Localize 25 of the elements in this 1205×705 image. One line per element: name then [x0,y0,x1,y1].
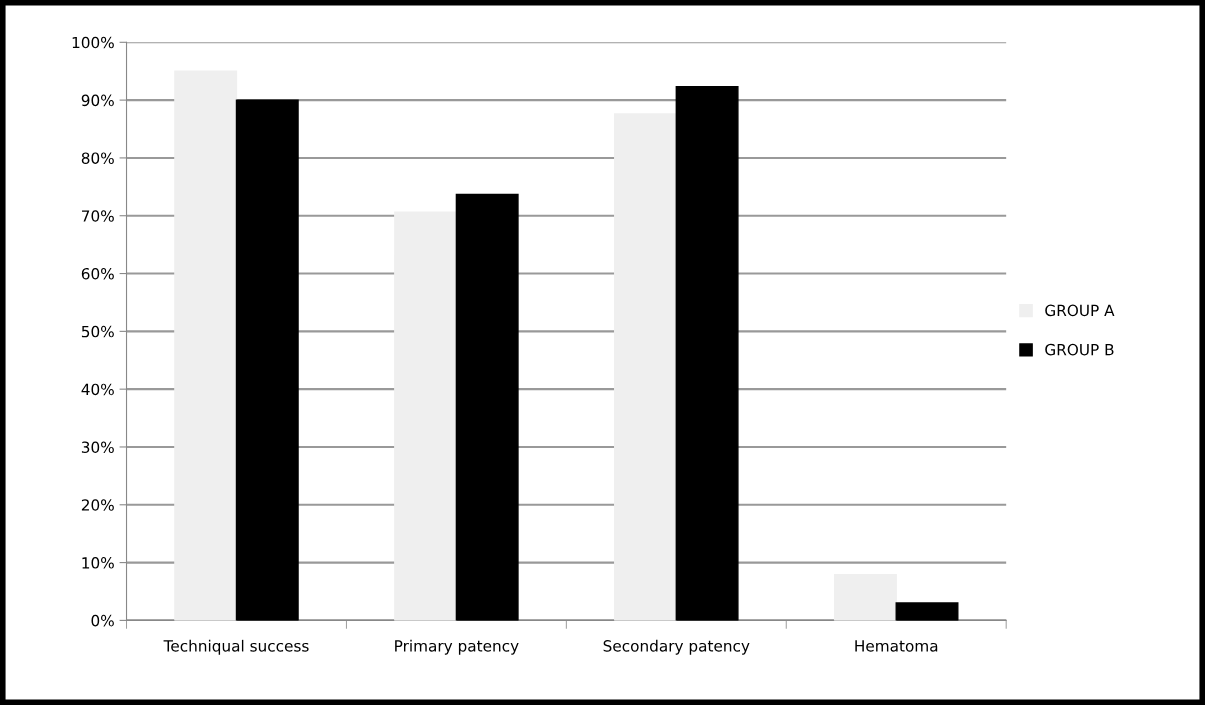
bar [235,99,299,621]
x-tick-label: Hematoma [855,640,938,652]
y-tick-label: 60% [81,268,114,280]
y-tick-label: 40% [81,383,114,396]
y-tick-label: 50% [81,325,114,338]
legend-label: GROUP A [1045,304,1115,317]
bar [675,86,739,621]
bar [833,574,897,621]
x-tick-label: Techniqual success [163,639,309,655]
y-tick-label: 30% [81,441,114,453]
y-tick-label: 0% [91,614,114,627]
bar [394,211,458,621]
y-tick-label: 100% [72,36,114,49]
x-tick-label: Secondary patency [603,639,750,655]
y-tick-label: 70% [82,210,114,222]
bar [614,113,678,621]
y-tick-label: 10% [82,557,114,569]
x-tick-label: Primary patency [395,639,519,655]
bar [174,70,238,621]
bar [455,193,519,621]
legend-label: GROUP B [1045,343,1114,356]
y-tick-label: 80% [81,152,114,164]
y-tick-label: 90% [81,94,114,107]
bar [895,602,959,621]
y-tick-label: 20% [81,499,114,511]
